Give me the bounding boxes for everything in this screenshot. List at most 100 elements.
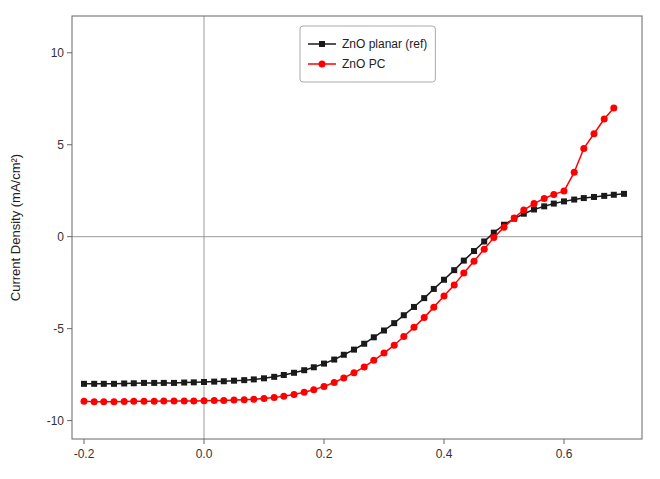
point[interactable] bbox=[451, 267, 457, 273]
point[interactable] bbox=[111, 381, 117, 387]
point[interactable] bbox=[241, 377, 247, 383]
point[interactable] bbox=[601, 193, 607, 199]
point[interactable] bbox=[580, 145, 587, 152]
point[interactable] bbox=[91, 398, 98, 405]
point[interactable] bbox=[591, 130, 598, 137]
point[interactable] bbox=[461, 258, 467, 264]
point[interactable] bbox=[441, 277, 447, 283]
point[interactable] bbox=[271, 394, 278, 401]
point[interactable] bbox=[130, 398, 137, 405]
point[interactable] bbox=[251, 376, 257, 382]
point[interactable] bbox=[121, 380, 127, 386]
point[interactable] bbox=[460, 270, 467, 277]
point[interactable] bbox=[271, 374, 277, 380]
point[interactable] bbox=[430, 304, 437, 311]
point[interactable] bbox=[321, 383, 328, 390]
point[interactable] bbox=[291, 391, 298, 398]
point[interactable] bbox=[101, 381, 107, 387]
point[interactable] bbox=[181, 397, 188, 404]
point[interactable] bbox=[201, 379, 207, 385]
point[interactable] bbox=[381, 350, 388, 357]
point[interactable] bbox=[411, 304, 417, 310]
point[interactable] bbox=[220, 397, 227, 404]
point[interactable] bbox=[321, 361, 327, 367]
point[interactable] bbox=[211, 397, 218, 404]
point[interactable] bbox=[261, 395, 268, 402]
point[interactable] bbox=[171, 398, 178, 405]
point[interactable] bbox=[351, 369, 358, 376]
point[interactable] bbox=[291, 370, 297, 376]
point[interactable] bbox=[331, 379, 338, 386]
point[interactable] bbox=[151, 380, 157, 386]
point[interactable] bbox=[371, 334, 377, 340]
point[interactable] bbox=[280, 393, 287, 400]
point[interactable] bbox=[231, 378, 237, 384]
point[interactable] bbox=[111, 398, 118, 405]
point[interactable] bbox=[490, 234, 497, 241]
point[interactable] bbox=[421, 295, 427, 301]
point[interactable] bbox=[431, 286, 437, 292]
point[interactable] bbox=[211, 379, 217, 385]
point[interactable] bbox=[311, 364, 317, 370]
point[interactable] bbox=[611, 192, 617, 198]
point[interactable] bbox=[391, 342, 398, 349]
point[interactable] bbox=[571, 197, 577, 203]
point[interactable] bbox=[471, 258, 478, 265]
point[interactable] bbox=[151, 398, 158, 405]
point[interactable] bbox=[281, 372, 287, 378]
point[interactable] bbox=[301, 367, 307, 373]
point[interactable] bbox=[421, 314, 428, 321]
point[interactable] bbox=[391, 320, 397, 326]
point[interactable] bbox=[571, 169, 578, 176]
point[interactable] bbox=[171, 380, 177, 386]
point[interactable] bbox=[141, 380, 147, 386]
point[interactable] bbox=[131, 380, 137, 386]
point[interactable] bbox=[411, 324, 418, 331]
point[interactable] bbox=[621, 191, 627, 197]
point[interactable] bbox=[81, 398, 88, 405]
point[interactable] bbox=[541, 195, 548, 202]
point[interactable] bbox=[591, 194, 597, 200]
point[interactable] bbox=[341, 352, 347, 358]
legend-label[interactable]: ZnO planar (ref) bbox=[342, 37, 427, 51]
point[interactable] bbox=[121, 398, 128, 405]
point[interactable] bbox=[471, 248, 477, 254]
point[interactable] bbox=[551, 201, 557, 207]
point[interactable] bbox=[541, 203, 547, 209]
point[interactable] bbox=[451, 281, 458, 288]
point[interactable] bbox=[531, 200, 538, 207]
point[interactable] bbox=[191, 379, 197, 385]
point[interactable] bbox=[340, 374, 347, 381]
point[interactable] bbox=[520, 207, 527, 214]
point[interactable] bbox=[100, 398, 107, 405]
point[interactable] bbox=[201, 397, 208, 404]
point[interactable] bbox=[141, 398, 148, 405]
point[interactable] bbox=[241, 396, 248, 403]
point[interactable] bbox=[351, 347, 357, 353]
point[interactable] bbox=[160, 398, 167, 405]
point[interactable] bbox=[550, 191, 557, 198]
point[interactable] bbox=[81, 381, 87, 387]
point[interactable] bbox=[481, 246, 488, 253]
point[interactable] bbox=[400, 333, 407, 340]
point[interactable] bbox=[261, 375, 267, 381]
legend-label[interactable]: ZnO PC bbox=[342, 57, 386, 71]
point[interactable] bbox=[531, 206, 537, 212]
point[interactable] bbox=[511, 214, 518, 221]
point[interactable] bbox=[190, 397, 197, 404]
point[interactable] bbox=[310, 386, 317, 393]
point[interactable] bbox=[501, 224, 508, 231]
point[interactable] bbox=[301, 389, 308, 396]
point[interactable] bbox=[441, 293, 448, 300]
point[interactable] bbox=[401, 312, 407, 318]
point[interactable] bbox=[561, 198, 567, 204]
point[interactable] bbox=[381, 327, 387, 333]
point[interactable] bbox=[601, 115, 608, 122]
point[interactable] bbox=[161, 380, 167, 386]
point[interactable] bbox=[361, 363, 368, 370]
point[interactable] bbox=[481, 238, 487, 244]
point[interactable] bbox=[581, 195, 587, 201]
point[interactable] bbox=[221, 378, 227, 384]
point[interactable] bbox=[181, 380, 187, 386]
point[interactable] bbox=[231, 397, 238, 404]
